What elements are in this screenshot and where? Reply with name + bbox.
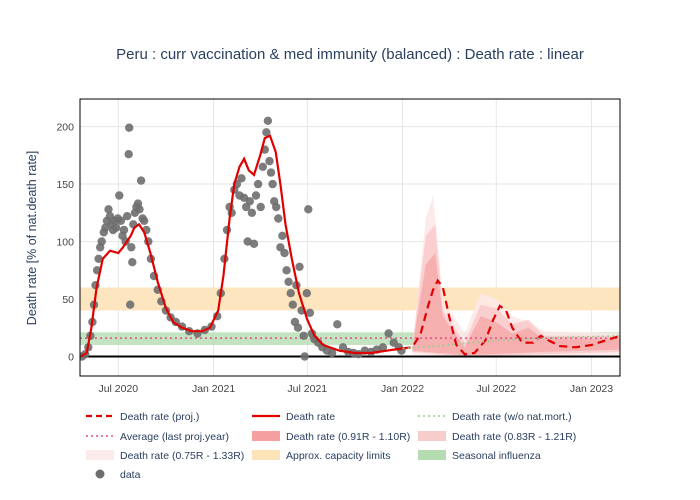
x-tick-label: Jan 2023 bbox=[570, 383, 613, 395]
data-point bbox=[299, 331, 308, 340]
data-point bbox=[249, 239, 259, 248]
data-point bbox=[140, 216, 149, 225]
legend-label: Approx. capacity limits bbox=[286, 450, 390, 462]
data-point bbox=[384, 329, 393, 338]
data-point bbox=[266, 168, 276, 177]
legend-label: Death rate (proj.) bbox=[120, 411, 199, 423]
data-point bbox=[116, 216, 126, 225]
legend-item: Death rate (0.91R - 1.10R) bbox=[252, 431, 410, 443]
legend-label: Death rate (w/o nat.mort.) bbox=[452, 411, 572, 423]
legend-label: data bbox=[120, 469, 141, 481]
data-point bbox=[258, 162, 267, 171]
data-point bbox=[327, 348, 337, 358]
legend-label: Death rate (0.75R - 1.33R) bbox=[120, 450, 244, 462]
y-tick-label: 150 bbox=[56, 179, 74, 191]
legend-item: Death rate (0.75R - 1.33R) bbox=[86, 450, 244, 462]
data-point bbox=[101, 223, 110, 232]
death-rate-proj-line bbox=[402, 278, 620, 356]
data-point bbox=[378, 343, 388, 352]
y-tick-label: 200 bbox=[56, 122, 74, 134]
data-point bbox=[125, 123, 134, 132]
data-point bbox=[128, 258, 137, 267]
data-point bbox=[136, 176, 146, 185]
chart-title: Peru : curr vaccination & med immunity (… bbox=[116, 46, 584, 63]
data-point bbox=[119, 225, 129, 235]
x-tick-label: Jul 2020 bbox=[98, 383, 138, 395]
data-point bbox=[247, 208, 257, 217]
plot-frame bbox=[79, 98, 621, 377]
data-point bbox=[274, 214, 283, 223]
data-point bbox=[122, 212, 132, 221]
data-point bbox=[305, 308, 315, 317]
legend-label: Death rate (0.91R - 1.10R) bbox=[286, 431, 410, 443]
y-tick-label: 100 bbox=[56, 237, 74, 249]
legend-swatch bbox=[252, 450, 280, 460]
data-point bbox=[282, 266, 291, 275]
x-tick-label: Jul 2022 bbox=[476, 383, 516, 395]
death-rate-wo-natmort-line bbox=[402, 335, 620, 350]
data-point bbox=[304, 205, 313, 214]
legend-item: Death rate (w/o nat.mort.) bbox=[418, 411, 572, 423]
legend-item: Death rate bbox=[252, 411, 335, 423]
data-point bbox=[104, 205, 113, 214]
x-tick-label: Jan 2022 bbox=[381, 383, 424, 395]
legend-item: Death rate (proj.) bbox=[86, 411, 199, 423]
data-point bbox=[251, 191, 261, 200]
legend-label: Seasonal influenza bbox=[452, 450, 541, 462]
data-point bbox=[237, 174, 246, 183]
x-tick-label: Jan 2021 bbox=[192, 383, 235, 395]
data-point bbox=[262, 128, 271, 137]
data-point bbox=[272, 202, 281, 212]
data-point bbox=[94, 254, 103, 263]
legend-item: Death rate (0.83R - 1.21R) bbox=[418, 431, 576, 443]
data-point bbox=[265, 156, 274, 166]
y-tick-label: 50 bbox=[62, 294, 74, 306]
legend-item: data bbox=[95, 469, 141, 481]
data-point bbox=[115, 191, 124, 200]
legend-item: Seasonal influenza bbox=[418, 450, 541, 462]
legend-swatch bbox=[95, 469, 105, 479]
data-point bbox=[256, 202, 265, 212]
data-point bbox=[243, 237, 252, 246]
legend-label: Death rate bbox=[286, 411, 335, 423]
legend-label: Average (last proj.year) bbox=[120, 431, 229, 443]
y-tick-label: 0 bbox=[68, 351, 74, 363]
data-point bbox=[284, 277, 293, 286]
y-axis-label: Death rate [% of nat.death rate] bbox=[25, 151, 39, 325]
legend-item: Approx. capacity limits bbox=[252, 450, 390, 462]
data-point bbox=[268, 179, 277, 189]
data-point bbox=[126, 300, 135, 309]
x-tick-label: Jul 2021 bbox=[287, 383, 327, 395]
legend-label: Death rate (0.83R - 1.21R) bbox=[452, 431, 576, 443]
data-point bbox=[127, 243, 136, 252]
legend-swatch bbox=[86, 450, 114, 460]
data-point bbox=[286, 289, 295, 298]
data-point bbox=[135, 205, 144, 214]
data-point bbox=[263, 116, 273, 126]
data-point bbox=[302, 289, 311, 298]
data-point bbox=[300, 352, 309, 361]
data-point bbox=[293, 323, 303, 332]
data-point bbox=[245, 197, 254, 206]
data-point bbox=[295, 262, 304, 271]
legend-swatch bbox=[252, 431, 280, 441]
death-rate-line bbox=[80, 134, 403, 358]
uncertainty-band-3 bbox=[412, 253, 620, 356]
data-point bbox=[288, 300, 297, 309]
data-point bbox=[280, 248, 289, 258]
data-point bbox=[112, 223, 121, 232]
plot-area: 0 50 100 150 200 Jul 2020 Jan 2021 Jul 2021 Jan … bbox=[56, 98, 621, 395]
data-point bbox=[124, 150, 133, 159]
data-point bbox=[278, 231, 287, 240]
legend-swatch bbox=[418, 431, 446, 441]
legend: Death rate (proj.) Death rate Death rate (… bbox=[86, 411, 576, 481]
legend-swatch bbox=[418, 450, 446, 460]
data-point bbox=[97, 237, 106, 246]
legend-item: Average (last proj.year) bbox=[86, 431, 229, 443]
data-point bbox=[333, 320, 342, 329]
data-point bbox=[253, 179, 263, 189]
